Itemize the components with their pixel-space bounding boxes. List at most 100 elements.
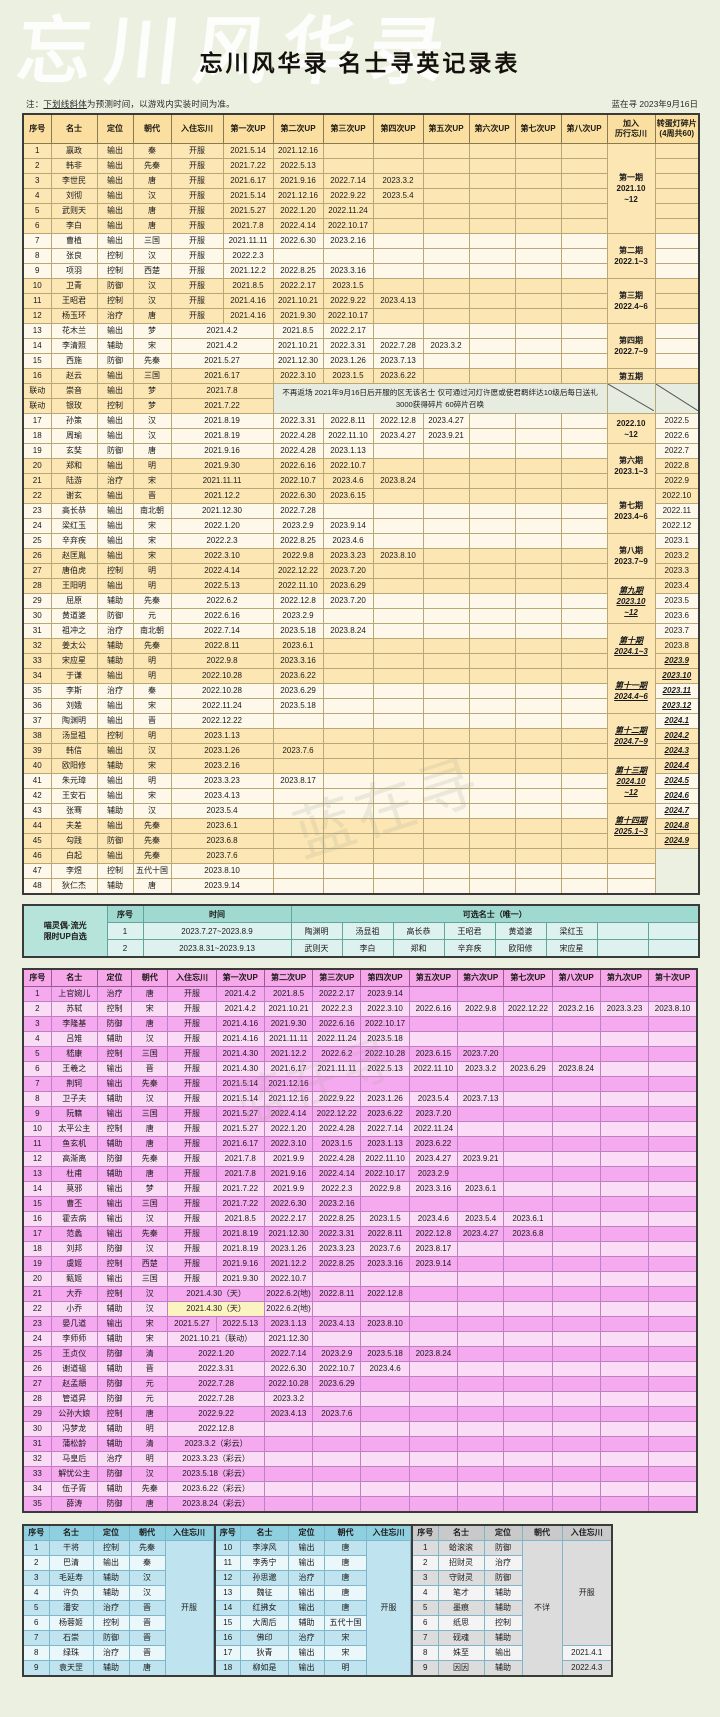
cell-era: 汉 [132,188,172,204]
table-row: 30 冯梦龙 辅助明 2022.12.8 [22,1421,698,1437]
cell-up-3: 2022.10.17 [322,308,374,324]
cell-up-7 [503,1496,553,1513]
cell-up-5 [408,1076,459,1092]
cell-name: 宋应星 [50,653,98,669]
cell-up-4 [372,878,424,895]
cell-up-8 [551,1451,601,1467]
cell-up-3: 2023.1.5 [322,368,374,384]
cell-up-2: 2021.9.30 [272,308,324,324]
cell-up-7 [503,1466,553,1482]
cell-join: 开服 [170,203,224,219]
cell-up-2: 2022.6.16 [272,458,324,474]
cell-option-2: 李白 [341,939,394,958]
cell-role: 输出 [96,458,134,474]
cell-role: 防御 [96,443,134,459]
cell-up-7 [514,218,562,234]
cell-join: 2021.4.1 [561,1645,613,1661]
cell-join: 2023.8.24（彩云） [167,1496,265,1513]
cell-up-10 [648,1196,698,1212]
cell-name: 蒲松龄 [50,1436,98,1452]
cell-name: 李秀宁 [240,1555,289,1571]
cell-no: 22 [22,488,52,504]
cell-era: 先秦 [132,848,172,864]
cell-up-2 [263,1466,314,1482]
cell-option-6: 梁红玉 [545,922,598,940]
cell-up-5: 2023.4.27 [408,1151,459,1167]
cell-up-2: 2021.12.30 [263,1226,314,1242]
cell-era: 汉 [132,293,172,309]
col-header-fragment: 转蛋灯碎片 (4周共60) [654,113,700,144]
cell-no: 11 [22,293,52,309]
cell-role: 防御 [96,1346,133,1362]
cell-role: 防御 [96,1376,133,1392]
cell-up-6 [456,1376,505,1392]
cell-era: 唐 [131,1136,169,1152]
cell-name: 李白 [50,218,98,234]
cell-option-1: 武则天 [290,939,343,958]
cell-no: 6 [22,1615,50,1631]
cell-up-10 [648,1046,698,1062]
cell-name: 霍去病 [50,1211,98,1227]
table-row: 19 玄奘 防御唐 2021.9.16 2022.4.28 2023.1.13 第六期 202… [22,443,700,489]
cell-no: 44 [22,818,52,834]
cell-up-6 [468,293,516,309]
cell-up-6 [468,533,516,549]
cell-era: 明 [132,563,172,579]
cell-up-4: 2023.9.14 [360,986,410,1002]
cell-up-2: 2022.2.17 [263,1211,314,1227]
cell-era: 先秦 [132,818,172,834]
col-header-0: 序号 [22,1524,50,1541]
cell-name: 潘安 [48,1600,94,1616]
cell-era: 元 [131,1376,169,1392]
cell-up-7 [503,1016,553,1032]
cell-name: 毛延寿 [48,1570,94,1586]
cell-up-2: 2023.3.16 [272,653,324,669]
table-row: 29 公孙大娘 控制唐 2022.9.22 2023.4.13 2023.7.6 [22,1406,698,1422]
cell-name: 李隆基 [50,1016,98,1032]
cell-up-8 [551,1091,601,1107]
cell-era: 明 [131,1451,169,1467]
col-header-3: 朝代 [131,968,169,987]
cell-no: 4 [22,188,52,204]
table-row: 11 鱼玄机 辅助唐开服 2021.6.17 2022.3.10 2023.1.5 2023… [22,1136,698,1152]
cell-up-7 [503,1166,553,1182]
cell-up-8 [560,638,608,654]
cell-up-7: 2023.6.1 [503,1211,553,1227]
cell-join: 2023.3.23（彩云） [167,1451,265,1467]
col-header-9: 第五次UP [408,968,459,987]
cell-option-8 [647,939,700,958]
cell-up-4 [372,713,424,729]
cell-join-phase: 第七期 2023.4~6 [606,488,656,534]
col-header-no: 序号 [106,904,144,923]
cell-name: 砚魂 [437,1630,485,1646]
cell-role: 辅助 [483,1660,523,1677]
table-row: 10 李淳风 输出唐开服 [214,1540,411,1677]
cell-join: 开服 [167,1121,217,1137]
cell-no: 7 [22,233,52,249]
cell-up-8 [551,1361,601,1377]
cell-up-4 [372,323,424,339]
cell-up-8 [560,863,608,879]
cell-up-7 [514,503,562,519]
cell-up-7 [503,1046,553,1062]
cell-join: 2021.8.19 [170,428,274,444]
cell-up-6 [468,263,516,279]
cell-up-2: 2023.1.26 [263,1241,314,1257]
table-row: 17 狄青 输出宋 [214,1645,411,1661]
cell-no: 34 [22,668,52,684]
cell-up-7 [503,1361,553,1377]
cell-no: 21 [22,1286,52,1302]
cell-name: 管道昇 [50,1391,98,1407]
cell-role: 辅助 [96,1436,133,1452]
cell-role: 输出 [96,218,134,234]
cell-up-6 [468,278,516,294]
cell-up-8 [551,1136,601,1152]
cell-up-9 [599,1031,650,1047]
cell-up-3: 2023.1.5 [312,1136,362,1152]
cell-up-4 [360,1376,410,1392]
cell-role: 输出 [96,503,134,519]
cell-role: 辅助 [96,758,134,774]
cell-up-10 [648,1436,698,1452]
cell-up-4: 2022.12.8 [372,413,424,429]
table-row: 28 管道昇 防御元 2022.7.28 2023.3.2 [22,1391,698,1407]
